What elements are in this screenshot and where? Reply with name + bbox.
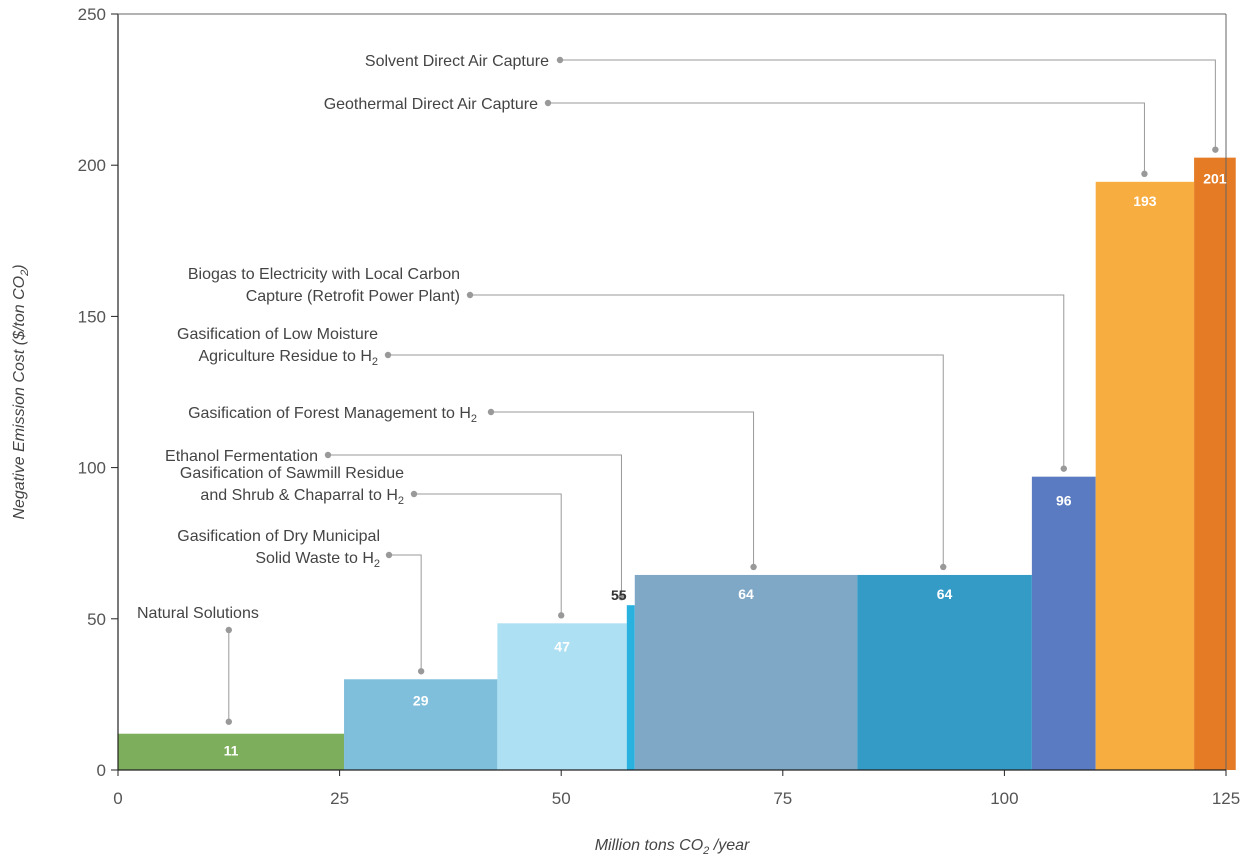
category-label: Geothermal Direct Air Capture	[324, 96, 538, 113]
bar-7	[1095, 181, 1195, 770]
category-label: Capture (Retrofit Power Plant)	[246, 288, 460, 305]
plot-frame	[117, 13, 1227, 771]
x-tick-label: 25	[330, 789, 349, 808]
category-label: Gasification of Forest Management to H2	[188, 405, 477, 425]
leader-dot	[466, 291, 474, 299]
category-label: Gasification of Sawmill Residue	[180, 465, 404, 482]
leader-line	[470, 294, 1065, 469]
leader-dot	[544, 99, 552, 107]
category-label: Solvent Direct Air Capture	[365, 53, 549, 70]
bar-value-label: 193	[1133, 193, 1157, 209]
leader-dot	[556, 56, 564, 64]
leader-dot	[558, 612, 565, 619]
x-tick-label: 75	[773, 789, 792, 808]
leader-dot	[1060, 465, 1067, 472]
leader-dot	[384, 351, 392, 359]
category-label: and Shrub & Chaparral to H2	[200, 487, 404, 507]
bar-1	[344, 679, 498, 770]
y-tick-label: 50	[87, 610, 106, 629]
bar-5	[857, 574, 1032, 770]
leader-line	[328, 454, 622, 598]
bar-8	[1194, 157, 1236, 770]
x-tick-label: 0	[113, 789, 122, 808]
leader-dot	[417, 668, 425, 675]
leader-dot	[385, 551, 393, 559]
category-label: Biogas to Electricity with Local Carbon	[188, 266, 460, 283]
leader-dot	[940, 563, 947, 571]
leader-line	[548, 102, 1145, 174]
leader-dot	[1141, 170, 1148, 178]
y-tick-label: 0	[97, 761, 106, 780]
y-tick-label: 100	[78, 459, 106, 478]
bar-value-label: 11	[224, 743, 239, 759]
category-label: Natural Solutions	[137, 605, 259, 622]
value-labels: 11 29 47 55 64 64 96 193 201	[224, 171, 1227, 759]
category-label: Gasification of Dry Municipal	[177, 528, 380, 545]
leader-dot	[225, 626, 232, 634]
bar-value-label: 55	[611, 587, 627, 603]
bar-value-label: 64	[738, 586, 754, 602]
leader-dot	[324, 451, 332, 459]
bar-2	[497, 623, 627, 770]
x-axis-title: Million tons CO2 /year	[595, 837, 750, 857]
bar-6	[1031, 476, 1096, 770]
leader-dot	[487, 408, 495, 416]
bar-0	[118, 733, 345, 770]
bar-4	[634, 574, 858, 770]
leader-dot	[750, 563, 757, 571]
axes: 0 50 100 150 200 250 0 25 50 75 100 125 Million tons…	[11, 5, 1240, 857]
x-tick-label: 50	[552, 789, 571, 808]
leader-dot	[410, 490, 418, 498]
y-tick-label: 150	[78, 307, 106, 326]
leader-dot	[618, 593, 625, 601]
bar-value-label: 47	[554, 638, 570, 654]
bar-value-label: 201	[1203, 171, 1227, 187]
leader-dot	[1212, 146, 1219, 153]
category-label: Gasification of Low Moisture	[177, 326, 378, 343]
category-label: Solid Waste to H2	[255, 550, 380, 570]
bar-value-label: 29	[413, 692, 429, 708]
category-label: Ethanol Fermentation	[165, 448, 318, 465]
leader-line	[560, 59, 1216, 150]
leader-dot	[225, 718, 232, 725]
y-tick-label: 200	[78, 156, 106, 175]
category-label: Agriculture Residue to H2	[198, 348, 378, 368]
leader-line	[388, 354, 944, 567]
y-axis-title: Negative Emission Cost ($/ton CO2)	[11, 264, 31, 519]
bar-value-label: 64	[937, 586, 953, 602]
category-labels: Natural Solutions Gasification of Dry Mun…	[137, 53, 549, 622]
leader-line	[491, 411, 755, 567]
bar-3	[626, 605, 635, 770]
leader-line	[389, 554, 422, 672]
y-tick-label: 250	[78, 5, 106, 24]
x-tick-label: 125	[1212, 789, 1240, 808]
x-tick-label: 100	[990, 789, 1018, 808]
leader-lines	[225, 56, 1219, 725]
bars-layer	[118, 157, 1236, 770]
bar-value-label: 96	[1056, 493, 1072, 509]
leader-line	[414, 493, 562, 616]
